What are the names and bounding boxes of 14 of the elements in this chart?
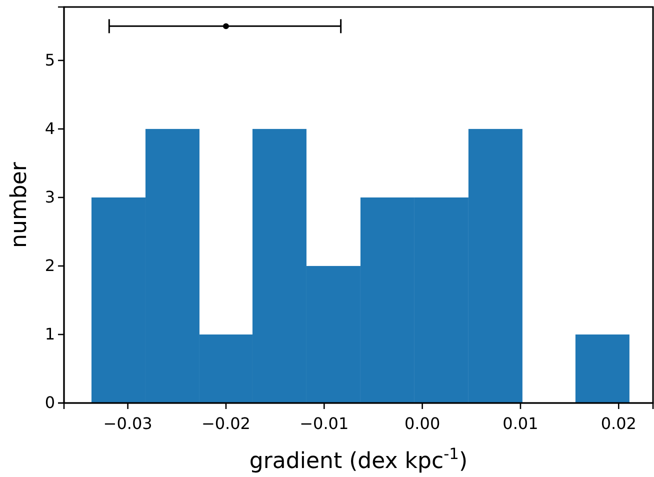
x-tick-label: −0.02 — [201, 414, 250, 433]
y-axis-title: number — [7, 161, 32, 248]
y-tick-label: 1 — [44, 324, 55, 344]
x-tick-label: 0.01 — [502, 414, 538, 433]
y-tick-label: 5 — [44, 50, 55, 70]
y-tick-label: 3 — [44, 188, 55, 207]
y-tick-label: 2 — [44, 256, 55, 276]
x-tick-label: −0.03 — [103, 414, 152, 433]
y-tick-label: 4 — [44, 119, 55, 138]
x-tick-label: −0.01 — [300, 414, 349, 433]
x-tick-label: 0.00 — [404, 414, 440, 433]
y-tick-label: 0 — [44, 393, 55, 412]
x-axis-title: gradient (dex kpc$^{-1}$) — [249, 445, 468, 474]
x-tick-label: 0.02 — [600, 414, 636, 433]
